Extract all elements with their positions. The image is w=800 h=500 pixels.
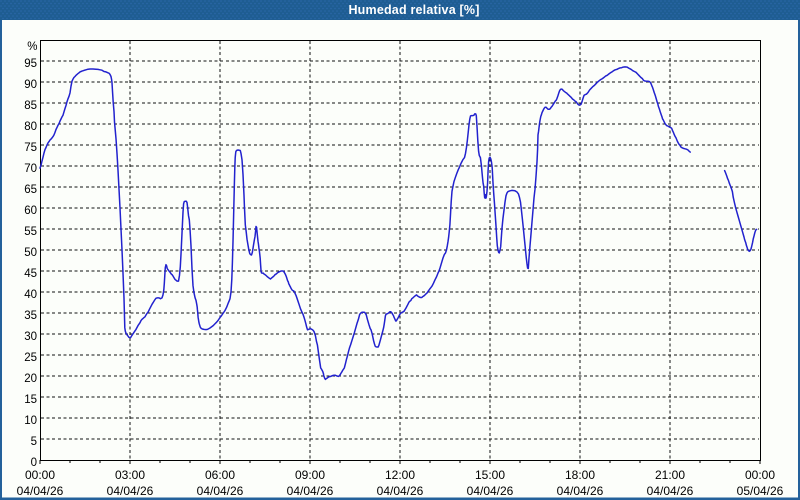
svg-text:04/04/26: 04/04/26 [647,484,694,498]
svg-text:60: 60 [24,205,37,217]
svg-text:85: 85 [24,100,37,112]
svg-text:04/04/26: 04/04/26 [377,484,424,498]
svg-text:10: 10 [24,415,37,427]
svg-text:5: 5 [31,436,37,448]
svg-text:04/04/26: 04/04/26 [557,484,604,498]
svg-text:Humedad relativa [%]: Humedad relativa [%] [348,3,479,17]
svg-text:12:00: 12:00 [385,468,415,482]
svg-text:00:00: 00:00 [25,468,55,482]
svg-text:90: 90 [24,79,37,91]
svg-text:35: 35 [24,310,37,322]
svg-text:04/04/26: 04/04/26 [197,484,244,498]
svg-text:15: 15 [24,394,37,406]
svg-text:70: 70 [24,163,37,175]
svg-text:04/04/26: 04/04/26 [287,484,334,498]
svg-text:45: 45 [24,268,37,280]
svg-text:50: 50 [24,247,37,259]
svg-text:0: 0 [31,457,37,469]
svg-text:18:00: 18:00 [565,468,595,482]
svg-text:04/04/26: 04/04/26 [107,484,154,498]
svg-text:%: % [27,41,37,53]
svg-text:04/04/26: 04/04/26 [17,484,64,498]
svg-text:95: 95 [24,58,37,70]
svg-text:30: 30 [24,331,37,343]
svg-text:20: 20 [24,373,37,385]
svg-text:40: 40 [24,289,37,301]
svg-text:00:00: 00:00 [745,468,775,482]
svg-text:15:00: 15:00 [475,468,505,482]
svg-text:05/04/26: 05/04/26 [737,484,784,498]
svg-text:04/04/26: 04/04/26 [467,484,514,498]
svg-text:75: 75 [24,142,37,154]
svg-text:09:00: 09:00 [295,468,325,482]
svg-text:55: 55 [24,226,37,238]
svg-text:65: 65 [24,184,37,196]
svg-text:21:00: 21:00 [655,468,685,482]
svg-text:80: 80 [24,121,37,133]
svg-text:25: 25 [24,352,37,364]
svg-text:06:00: 06:00 [205,468,235,482]
svg-text:03:00: 03:00 [115,468,145,482]
